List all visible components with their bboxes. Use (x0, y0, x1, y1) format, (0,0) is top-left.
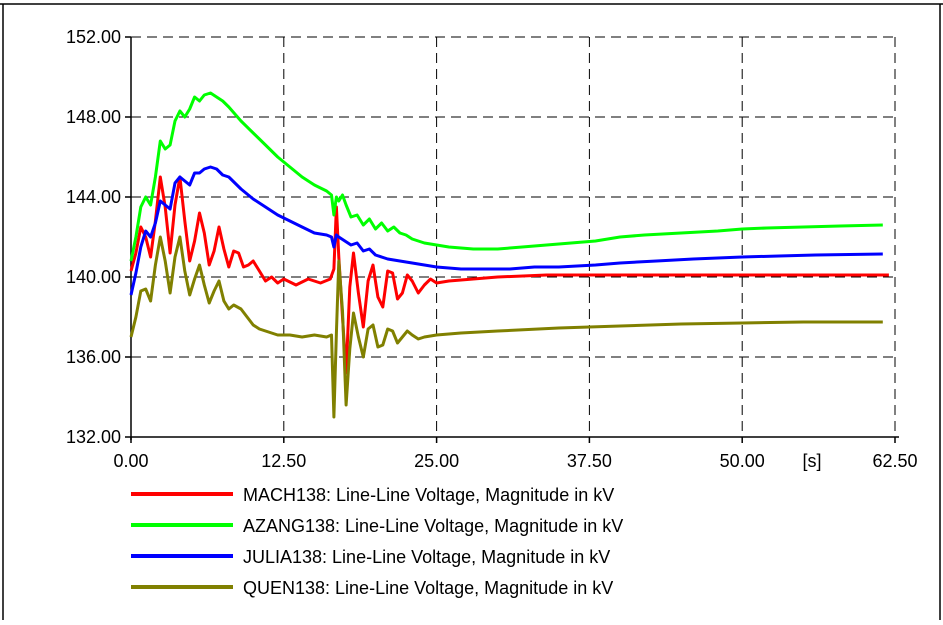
x-tick-label: 50.00 (720, 451, 765, 471)
x-tick-label: 25.00 (414, 451, 459, 471)
x-tick-label: 12.50 (261, 451, 306, 471)
x-tick-label: 62.50 (872, 451, 917, 471)
series-line-4 (129, 235, 883, 419)
y-tick-label: 144.00 (66, 187, 121, 207)
y-tick-label: 136.00 (66, 347, 121, 367)
y-tick-label: 140.00 (66, 267, 121, 287)
y-ticks: 132.00 136.00 140.00 144.00 148.00 152.00 (66, 27, 131, 447)
y-tick-label: 152.00 (66, 27, 121, 47)
series-line-3 (129, 165, 883, 296)
legend-label: QUEN138: Line-Line Voltage, Magnitude in… (243, 578, 613, 598)
legend-item: QUEN138: Line-Line Voltage, Magnitude in… (131, 578, 613, 598)
series-line-1 (129, 175, 889, 375)
y-tick-label: 148.00 (66, 107, 121, 127)
series (129, 91, 889, 419)
legend-label: JULIA138: Line-Line Voltage, Magnitude i… (243, 547, 610, 567)
legend-item: JULIA138: Line-Line Voltage, Magnitude i… (131, 547, 610, 567)
axes (130, 37, 899, 440)
grid (131, 36, 896, 437)
legend-label: AZANG138: Line-Line Voltage, Magnitude i… (243, 516, 623, 536)
y-tick-label: 132.00 (66, 427, 121, 447)
legend-item: AZANG138: Line-Line Voltage, Magnitude i… (131, 516, 623, 536)
x-tick-label: 0.00 (113, 451, 148, 471)
x-ticks: 0.00 12.50 25.00 37.50 50.00 62.50 (113, 437, 918, 471)
x-tick-label: 37.50 (567, 451, 612, 471)
legend-label: MACH138: Line-Line Voltage, Magnitude in… (243, 485, 614, 505)
legend-item: MACH138: Line-Line Voltage, Magnitude in… (131, 485, 614, 505)
series-line-2 (129, 91, 883, 262)
legend: MACH138: Line-Line Voltage, Magnitude in… (131, 485, 623, 598)
x-unit-label: [s] (802, 451, 821, 471)
